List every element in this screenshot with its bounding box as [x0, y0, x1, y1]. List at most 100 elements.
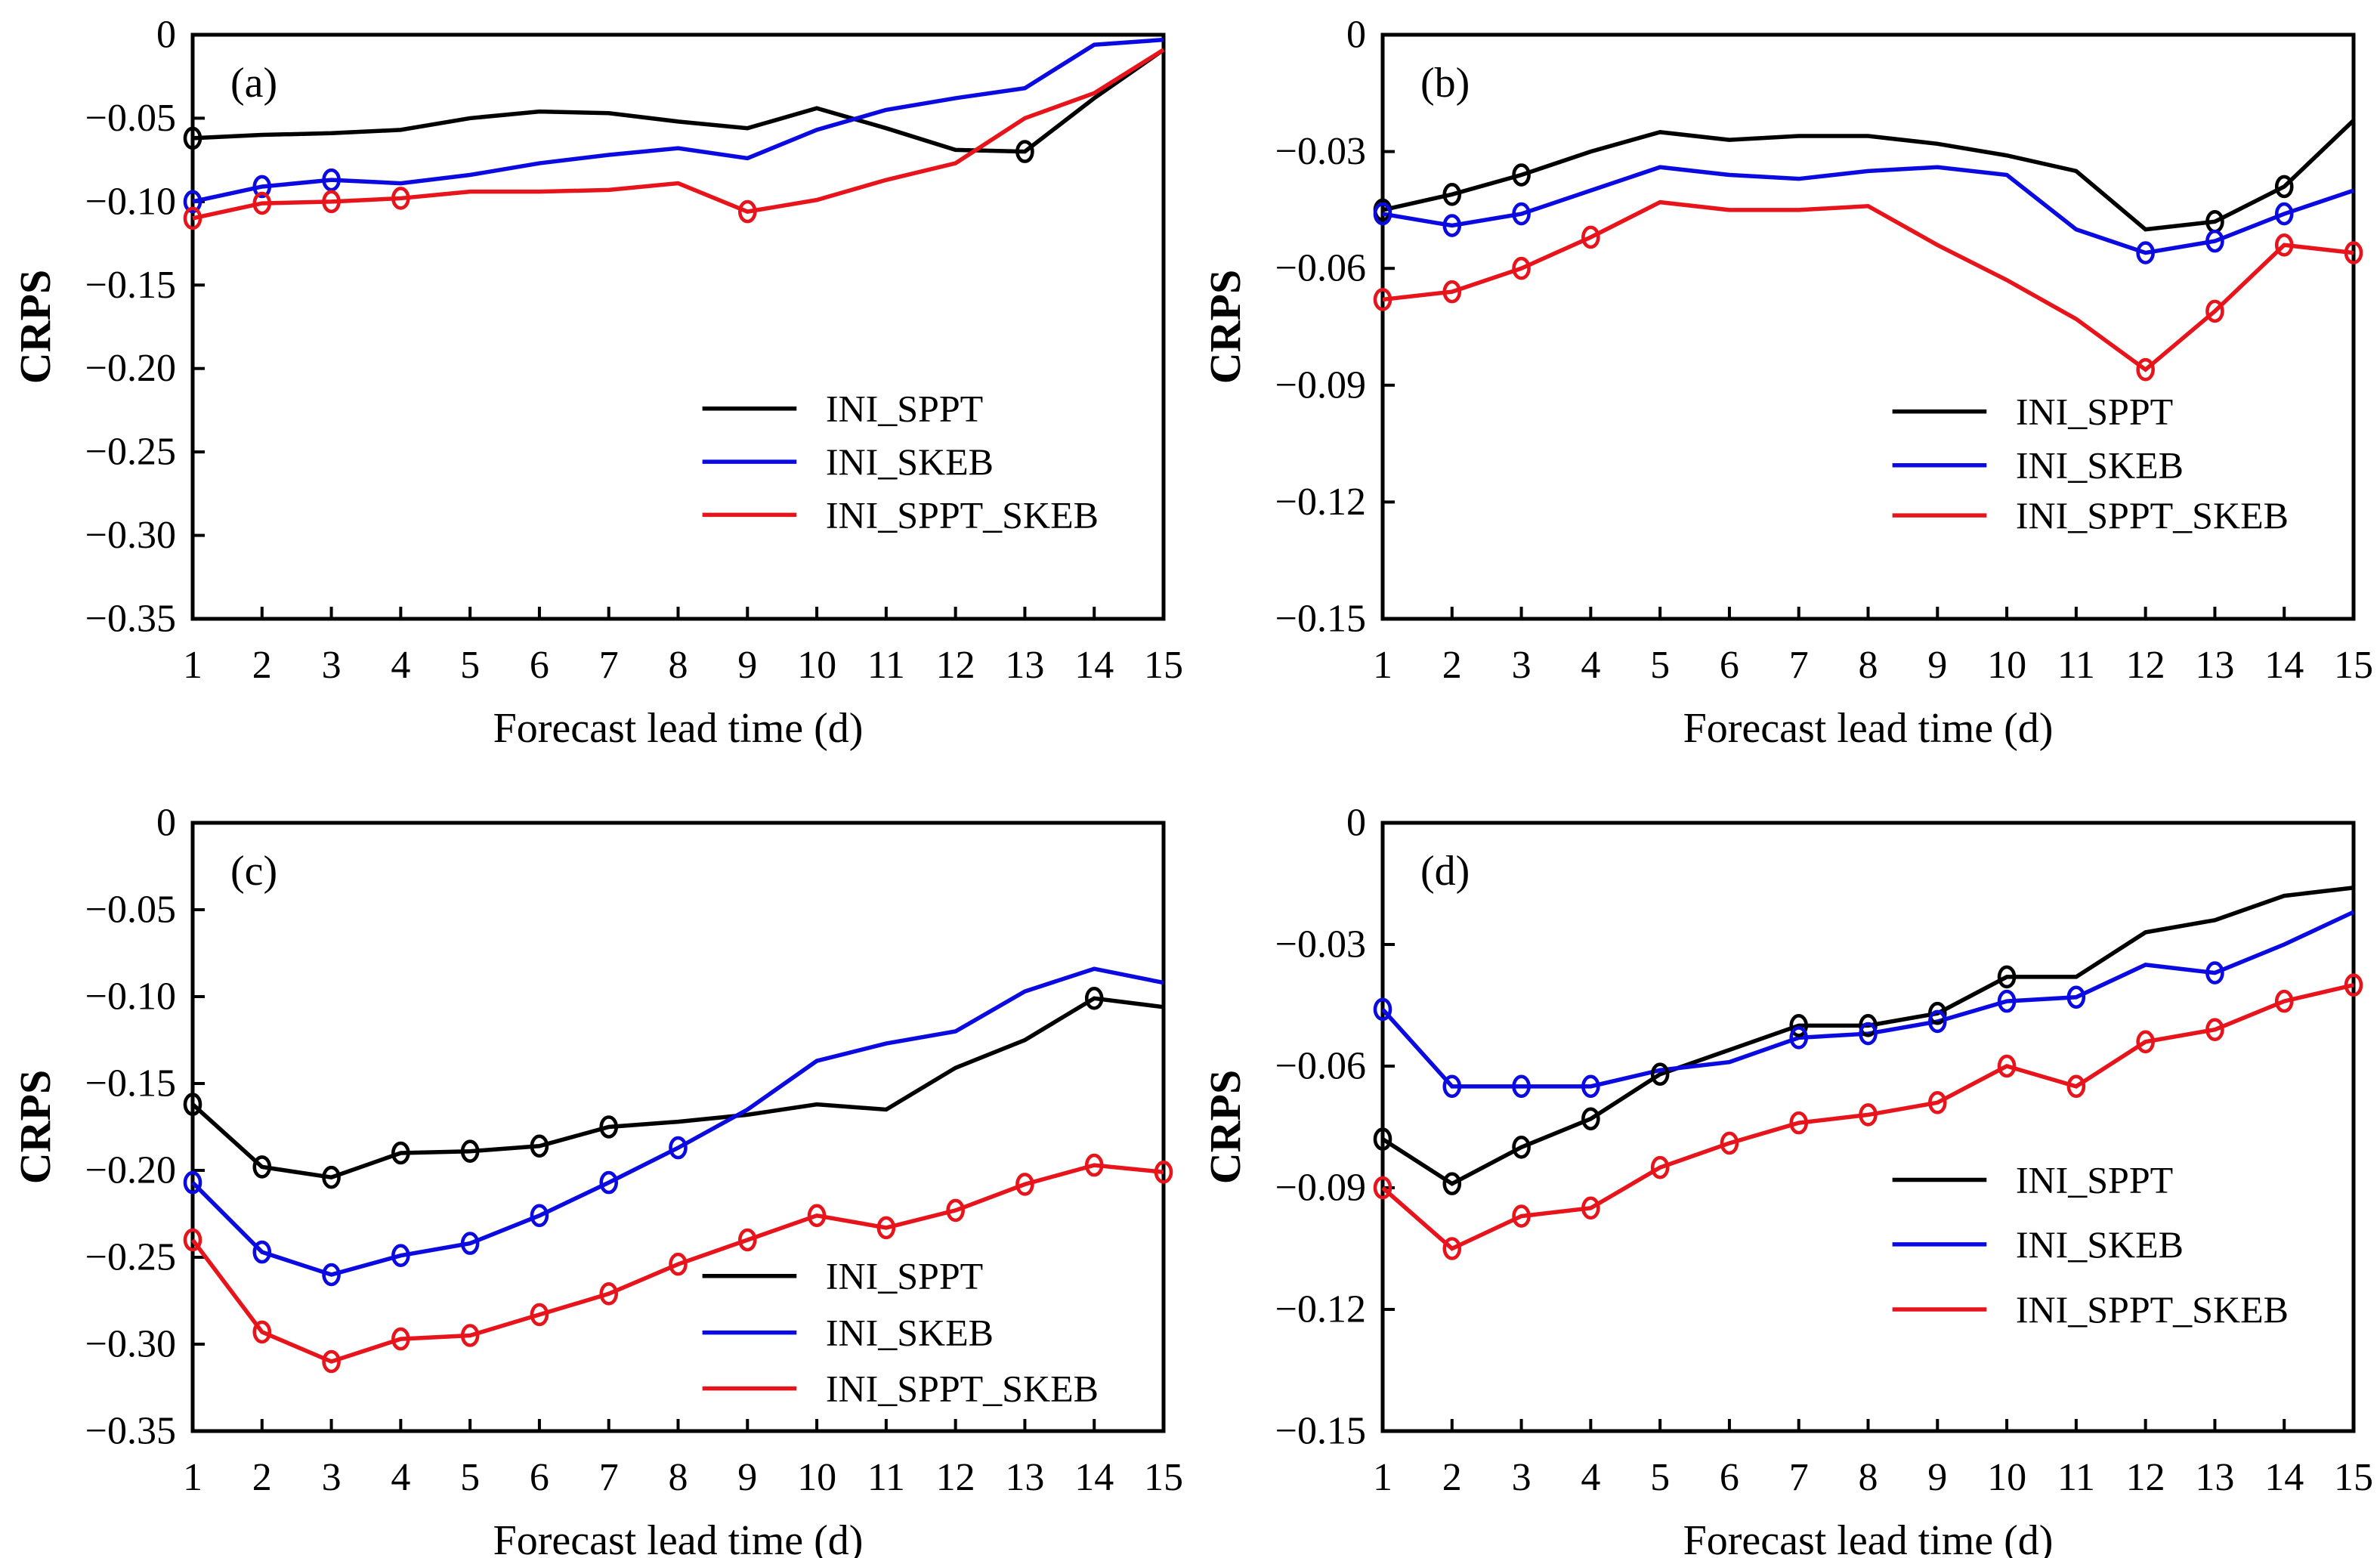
series-marker-ini-skeb [252, 1240, 272, 1264]
series-marker-ini-skeb [530, 1204, 549, 1228]
x-tick-label: 6 [530, 1456, 549, 1499]
series-line-ini-skeb [1382, 165, 2354, 255]
series-marker-ini-skeb [1373, 997, 1392, 1022]
x-axis-title: Forecast lead time (d) [493, 705, 864, 752]
x-tick-label: 13 [2195, 1456, 2234, 1499]
series-marker-ini-sppt-skeb [1581, 225, 1600, 249]
series-line-ini-sppt-skeb [190, 1163, 1164, 1364]
series-marker-ini-sppt-skeb [530, 1303, 549, 1327]
series-marker-ini-sppt-skeb [2344, 973, 2363, 997]
y-tick-label: 0 [156, 14, 176, 57]
series-marker-ini-skeb [1373, 202, 1392, 226]
x-tick-label: 2 [1442, 644, 1462, 687]
panel-a: 0 −0.05 −0.10 −0.15 −0.20 −0.25 −0.30 −0.35 1 2 3 4… [0, 0, 1190, 779]
x-tick-label: 3 [1512, 1456, 1532, 1499]
x-tick-label: 11 [867, 1456, 905, 1499]
series-marker-ini-sppt-skeb [1084, 1153, 1104, 1177]
series-marker-ini-sppt [1859, 1014, 1878, 1037]
series-line-ini-sppt-skeb [1381, 982, 2354, 1251]
y-tick-label: −0.03 [1275, 130, 1366, 173]
axis-ticks [191, 821, 1165, 1433]
y-tick-label: −0.09 [1275, 1167, 1366, 1210]
y-axis-title: CRPS [1201, 270, 1250, 384]
series-marker-ini-sppt-skeb [1927, 1090, 1947, 1114]
series-markers-ini-skeb [183, 168, 341, 214]
series-marker-ini-sppt-skeb [1581, 1196, 1600, 1220]
legend-label-ini-sppt: INI_SPPT [2016, 391, 2173, 433]
y-tick-label: −0.20 [85, 347, 176, 390]
legend-label-ini-sppt: INI_SPPT [2016, 1159, 2173, 1201]
series-marker-ini-sppt-skeb [183, 206, 202, 230]
series-line-ini-sppt-skeb [192, 48, 1165, 221]
series-marker-ini-sppt-skeb [391, 187, 410, 210]
x-tick-label: 9 [737, 1456, 757, 1499]
legend-label-ini-skeb: INI_SKEB [826, 1312, 994, 1354]
series-marker-ini-sppt [322, 1165, 341, 1189]
series-marker-ini-sppt-skeb [252, 191, 272, 215]
series-markers-ini-sppt-skeb [1373, 973, 2363, 1260]
x-tick-label: 4 [391, 1456, 410, 1499]
x-tick-label: 4 [1581, 644, 1600, 687]
series-marker-ini-sppt-skeb [599, 1281, 619, 1306]
axis-ticks [1381, 821, 2355, 1433]
legend-label-ini-skeb: INI_SKEB [2016, 444, 2184, 487]
series-line-ini-skeb [192, 37, 1164, 204]
y-tick-label: −0.30 [85, 1323, 176, 1366]
series-marker-ini-skeb [1581, 1074, 1600, 1099]
series-marker-ini-sppt-skeb [946, 1198, 965, 1223]
y-tick-label: −0.10 [85, 180, 176, 223]
series-marker-ini-sppt [252, 1155, 272, 1179]
series-marker-ini-sppt-skeb [1154, 1160, 1173, 1184]
x-tick-label: 1 [183, 1456, 202, 1499]
y-tick-label: −0.30 [85, 514, 176, 557]
series-marker-ini-sppt [1650, 1062, 1670, 1087]
series-marker-ini-skeb [391, 1244, 410, 1268]
y-tick-label: −0.15 [1275, 1410, 1366, 1453]
x-tick-label: 13 [1005, 1456, 1044, 1499]
x-tick-label: 13 [1005, 644, 1044, 687]
x-tick-label: 8 [1859, 1456, 1878, 1499]
x-tick-label: 2 [1442, 1456, 1462, 1499]
y-tick-label: −0.25 [85, 431, 176, 474]
legend-label-ini-sppt-skeb: INI_SPPT_SKEB [826, 493, 1099, 536]
series-marker-ini-sppt-skeb [1789, 1111, 1809, 1135]
series-marker-ini-sppt-skeb [1650, 1155, 1670, 1179]
legend-label-ini-skeb: INI_SKEB [826, 441, 994, 483]
x-tick-label: 4 [1581, 1456, 1600, 1499]
series-marker-ini-sppt [460, 1139, 480, 1164]
series-markers-ini-sppt [183, 986, 1104, 1189]
series-marker-ini-skeb [1442, 214, 1462, 237]
series-marker-ini-sppt [599, 1115, 619, 1139]
x-tick-label: 7 [1789, 1456, 1809, 1499]
series-marker-ini-sppt [183, 1093, 202, 1116]
series-markers-ini-skeb [183, 1136, 688, 1287]
series-marker-ini-sppt-skeb [1015, 1173, 1034, 1196]
x-tick-label: 6 [1720, 644, 1739, 687]
x-tick-label: 5 [1650, 644, 1670, 687]
series-marker-ini-sppt-skeb [1512, 1204, 1531, 1228]
x-tick-label: 15 [1144, 1456, 1183, 1499]
series-marker-ini-sppt [1512, 1136, 1531, 1159]
x-tick-label: 15 [2334, 1456, 2373, 1499]
plot-frame [190, 32, 1166, 621]
series-marker-ini-skeb [1512, 1074, 1531, 1099]
series-marker-ini-sppt [1581, 1107, 1600, 1131]
series-markers-ini-sppt-skeb [1373, 225, 2363, 382]
x-tick-label: 9 [737, 644, 757, 687]
series-marker-ini-sppt-skeb [2205, 1018, 2224, 1042]
plot-frame [1380, 32, 2356, 621]
series-marker-ini-skeb [599, 1170, 619, 1195]
series-markers-ini-sppt [183, 126, 1034, 163]
series-line-ini-sppt-skeb [1382, 199, 2354, 372]
x-tick-label: 8 [1859, 644, 1878, 687]
y-tick-label: 0 [1346, 14, 1366, 57]
series-marker-ini-sppt-skeb [391, 1327, 410, 1351]
panel-b: 0 −0.03 −0.06 −0.09 −0.12 −0.15 1 2 3 4 5 6 7 8 9 10 11 1… [1190, 0, 2380, 779]
series-marker-ini-sppt-skeb [737, 199, 757, 224]
x-tick-label: 4 [391, 644, 410, 687]
series-markers-ini-skeb [1373, 961, 2224, 1099]
series-marker-ini-sppt-skeb [669, 1252, 688, 1276]
legend: INI_SPPT INI_SKEB INI_SPPT_SKEB [1892, 391, 2289, 536]
series-marker-ini-sppt [1512, 163, 1531, 187]
y-tick-label: −0.06 [1275, 1045, 1366, 1088]
